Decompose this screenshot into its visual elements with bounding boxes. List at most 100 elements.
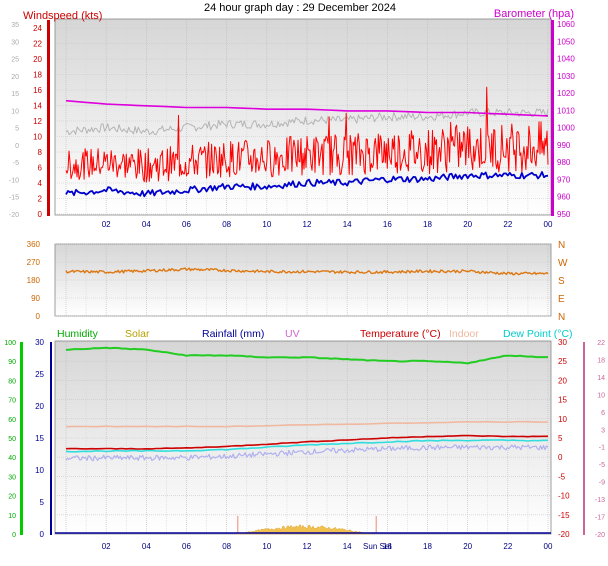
x-tick-label: 16 — [383, 542, 392, 551]
temperature-outer-tick: -20 — [595, 532, 605, 539]
temperature-outer-tick: 6 — [601, 410, 605, 417]
legend-item: Temperature (°C) — [360, 328, 441, 340]
x-tick-label: 06 — [182, 542, 191, 551]
lavender-trace-line — [65, 444, 549, 462]
temperature-tick: 10 — [558, 415, 567, 424]
direction-degree-tick: 180 — [27, 276, 41, 285]
temperature-outer-tick: 18 — [597, 357, 605, 364]
outer-wind-tick: 35 — [11, 22, 19, 29]
x-tick-label: 02 — [102, 542, 111, 551]
humidity-tick: 30 — [8, 474, 16, 481]
x-tick-label: 08 — [222, 220, 231, 229]
outer-wind-tick: 30 — [11, 39, 19, 46]
rainfall-tick: 25 — [35, 370, 44, 379]
humidity-tick: 10 — [8, 513, 16, 520]
outer-wind-tick: 0 — [15, 143, 19, 150]
humidity-tick: 40 — [8, 455, 16, 462]
temperature-tick: 5 — [558, 434, 563, 443]
rainfall-tick: 20 — [35, 402, 44, 411]
rainfall-tick: 0 — [40, 530, 45, 539]
windspeed-tick: 2 — [38, 195, 43, 204]
windspeed-tick: 6 — [38, 164, 43, 173]
temperature-tick: -15 — [558, 511, 570, 520]
x-tick-label: 22 — [503, 542, 512, 551]
x-tick-label: 18 — [423, 220, 432, 229]
legend-item: Humidity — [57, 328, 99, 340]
windspeed-tick: 18 — [33, 71, 42, 80]
windspeed-tick: 12 — [33, 117, 42, 126]
temperature-tick: 15 — [558, 396, 567, 405]
x-tick-label: 00 — [544, 542, 553, 551]
barometer-tick: 990 — [557, 141, 571, 150]
outer-wind-tick: 15 — [11, 91, 19, 98]
outer-wind-tick: 20 — [11, 74, 19, 81]
rainfall-tick: 30 — [35, 338, 44, 347]
barometer-tick: 980 — [557, 158, 571, 167]
windspeed-tick: 14 — [33, 102, 42, 111]
windspeed-tick: 4 — [38, 179, 43, 188]
x-tick-label: 20 — [463, 220, 472, 229]
direction-degree-tick: 360 — [27, 240, 41, 249]
windspeed-tick: 22 — [33, 40, 42, 49]
windspeed-tick: 8 — [38, 148, 43, 157]
legend-item: Rainfall (mm) — [202, 328, 264, 340]
barometer-axis-bar — [551, 20, 554, 216]
x-tick-label: 14 — [343, 542, 352, 551]
legend-item: UV — [285, 328, 300, 340]
barometer-tick: 970 — [557, 175, 571, 184]
x-tick-label: 14 — [343, 220, 352, 229]
x-tick-label: 22 — [503, 220, 512, 229]
outer-wind-tick: -10 — [9, 177, 19, 184]
x-tick-label: 00 — [544, 220, 553, 229]
temperature-outer-tick: -5 — [599, 462, 605, 469]
chart-title: 24 hour graph day : 29 December 2024 — [204, 2, 396, 14]
humidity-tick: 70 — [8, 398, 16, 405]
direction-compass-tick: N — [558, 240, 565, 251]
x-tick-label: 12 — [303, 220, 312, 229]
direction-compass-tick: W — [558, 258, 568, 269]
solar-area — [236, 524, 372, 535]
sunset-label: Sun Set — [363, 542, 392, 551]
humidity-tick: 80 — [8, 378, 16, 385]
temperature-tick: 30 — [558, 338, 567, 347]
rainfall-tick: 10 — [35, 466, 44, 475]
x-tick-label: 20 — [463, 542, 472, 551]
barometer-tick: 1000 — [557, 124, 575, 133]
x-tick-label: 10 — [262, 220, 271, 229]
grid-lines — [55, 20, 551, 535]
windspeed-legend: Windspeed (kts) — [23, 10, 102, 22]
x-tick-label: 08 — [222, 542, 231, 551]
x-tick-label: 04 — [142, 542, 151, 551]
rainfall-tick: 15 — [35, 434, 44, 443]
x-tick-label: 02 — [102, 220, 111, 229]
outer-wind-tick: 10 — [11, 108, 19, 115]
windspeed-tick: 10 — [33, 133, 42, 142]
temperature-tick: 0 — [558, 453, 563, 462]
temperature-outer-tick: 3 — [601, 427, 605, 434]
temperature-tick: 20 — [558, 376, 567, 385]
windspeed-tick: 0 — [38, 210, 43, 219]
outer-wind-tick: -20 — [9, 212, 19, 219]
barometer-tick: 950 — [557, 210, 571, 219]
barometer-tick: 1010 — [557, 106, 575, 115]
axis-labels: -20-15-10-505101520253035024681012141618… — [4, 20, 605, 551]
legend-item: Indoor — [449, 328, 479, 340]
direction-compass-tick: S — [558, 276, 565, 287]
temperature-tick: -5 — [558, 472, 566, 481]
temperature-tick: -10 — [558, 492, 570, 501]
x-tick-label: 12 — [303, 542, 312, 551]
x-tick-label: 06 — [182, 220, 191, 229]
humidity-tick: 90 — [8, 359, 16, 366]
wind-gust-line — [65, 86, 549, 183]
temperature-outer-tick: -17 — [595, 515, 605, 522]
barometer-tick: 1060 — [557, 20, 575, 29]
humidity-tick: 60 — [8, 417, 16, 424]
direction-degree-tick: 270 — [27, 258, 41, 267]
outer-wind-tick: -15 — [9, 195, 19, 202]
direction-degree-tick: 90 — [31, 294, 40, 303]
barometer-tick: 1020 — [557, 89, 575, 98]
plot-lines — [55, 86, 551, 535]
x-tick-label: 10 — [262, 542, 271, 551]
x-tick-label: 18 — [423, 542, 432, 551]
